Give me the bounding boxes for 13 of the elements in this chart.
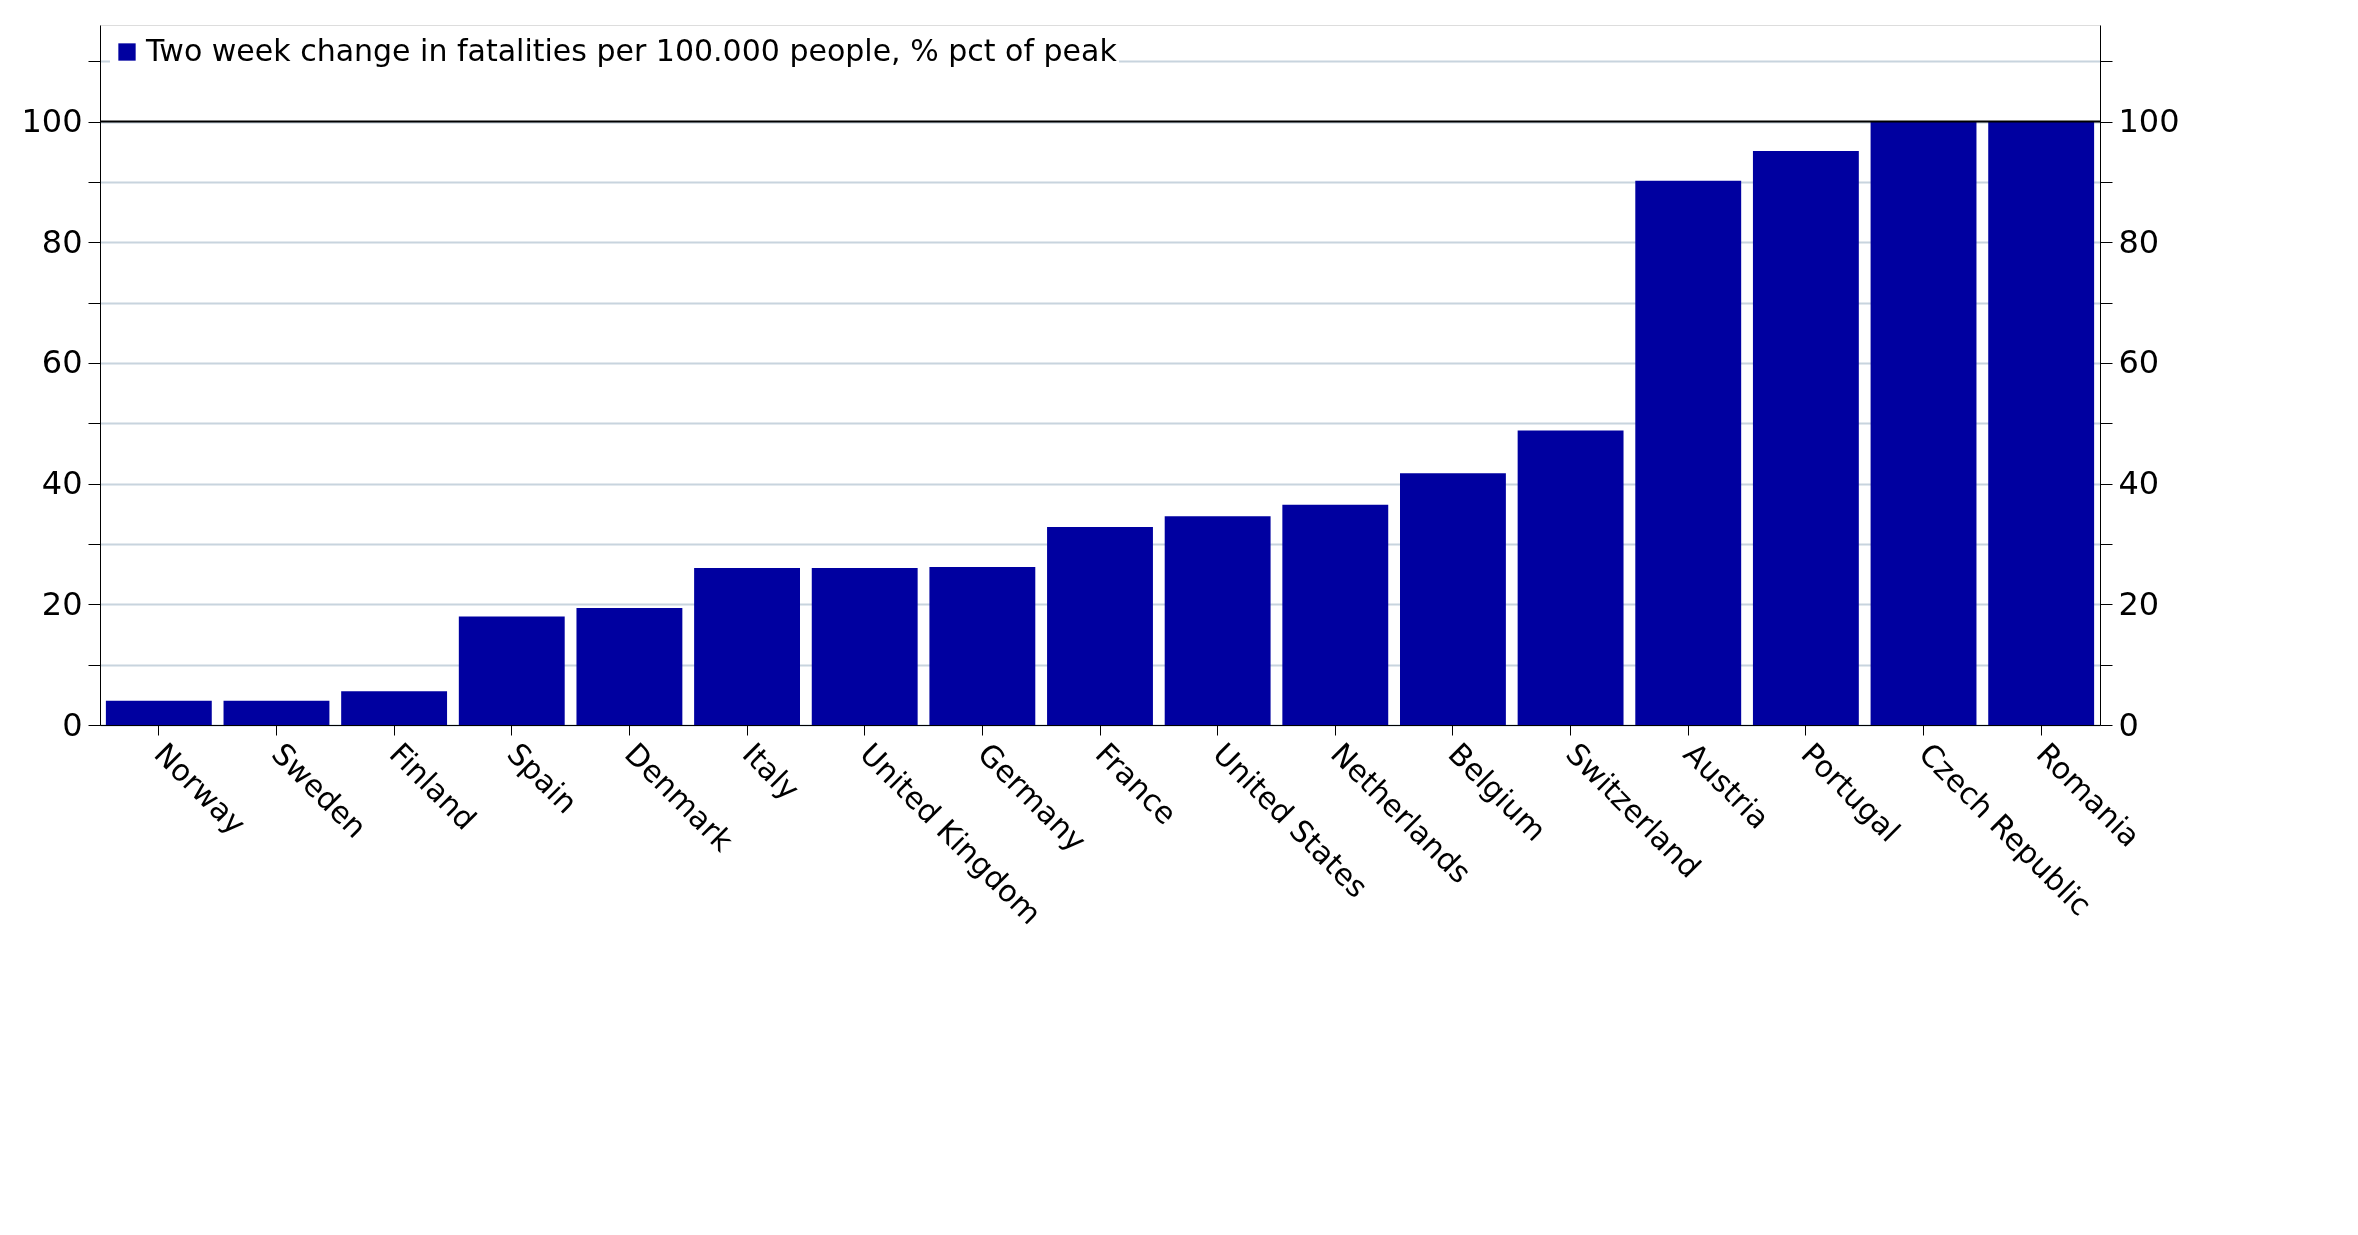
- y2-tick-label: 20: [2118, 584, 2160, 623]
- y-tick-label: 100: [21, 102, 83, 141]
- y2-tick-label: 0: [2118, 705, 2139, 744]
- y-tick-label: 60: [41, 343, 83, 382]
- y-tick-label: 80: [41, 222, 83, 261]
- y2-tick-label: 80: [2118, 222, 2160, 261]
- y2-tick-label: 100: [2118, 102, 2180, 141]
- y-tick-label: 40: [41, 464, 83, 503]
- y-tick-label: 20: [41, 584, 83, 623]
- y2-tick-label: 60: [2118, 343, 2160, 382]
- y2-tick-label: 40: [2118, 464, 2160, 503]
- legend-label: Two week change in fatalities per 100.000 people, % pct of peak: [145, 33, 1118, 68]
- y-tick-label: 0: [62, 705, 83, 744]
